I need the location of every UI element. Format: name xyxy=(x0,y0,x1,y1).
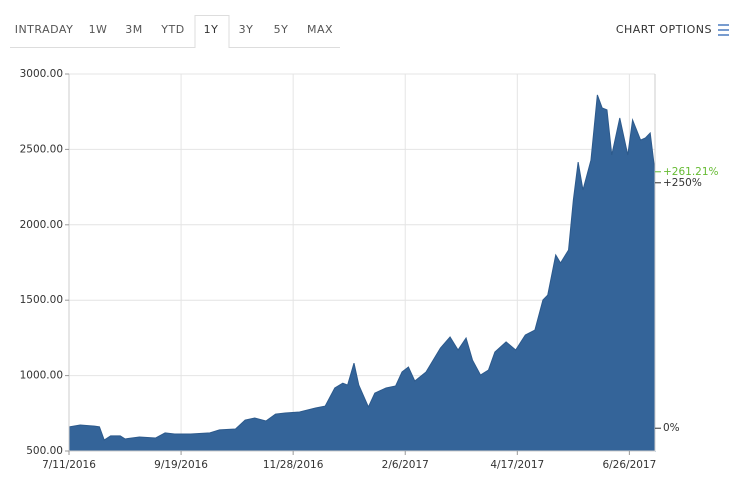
x-tick-label: 4/17/2017 xyxy=(490,459,544,471)
tab[interactable]: 1Y xyxy=(204,23,219,36)
tab[interactable]: 5Y xyxy=(274,23,289,36)
y-tick-label: 2500.00 xyxy=(20,143,63,155)
y-tick-label: 2000.00 xyxy=(20,219,63,231)
tab[interactable]: 3M xyxy=(125,23,143,36)
tab[interactable]: MAX xyxy=(307,23,333,36)
x-tick-label: 11/28/2016 xyxy=(263,459,324,471)
tab[interactable]: INTRADAY xyxy=(15,23,74,36)
y-tick-label: 1500.00 xyxy=(20,294,63,306)
tab-bar: INTRADAY 1W 3M YTD 1Y 3Y 5Y MAX xyxy=(15,15,333,49)
x-tick-label: 2/6/2017 xyxy=(382,459,429,471)
x-tick-label: 7/11/2016 xyxy=(42,459,96,471)
y2-tick-label: +250% xyxy=(663,177,702,189)
chart-options[interactable]: CHART OPTIONS xyxy=(616,23,712,36)
y-tick-label: 1000.00 xyxy=(20,370,63,382)
y2-tick-label: 0% xyxy=(663,422,680,434)
x-tick-label: 6/26/2017 xyxy=(602,459,656,471)
y-tick-label: 500.00 xyxy=(26,445,63,457)
menu-icon[interactable] xyxy=(718,24,729,36)
x-tick-label: 9/19/2016 xyxy=(154,459,208,471)
tab[interactable]: 3Y xyxy=(239,23,254,36)
annotation-label: +261.21% xyxy=(663,166,719,178)
tab[interactable]: 1W xyxy=(89,23,108,36)
price-area xyxy=(68,94,656,452)
tab[interactable]: YTD xyxy=(160,23,184,36)
y-tick-label: 3000.00 xyxy=(20,68,63,80)
